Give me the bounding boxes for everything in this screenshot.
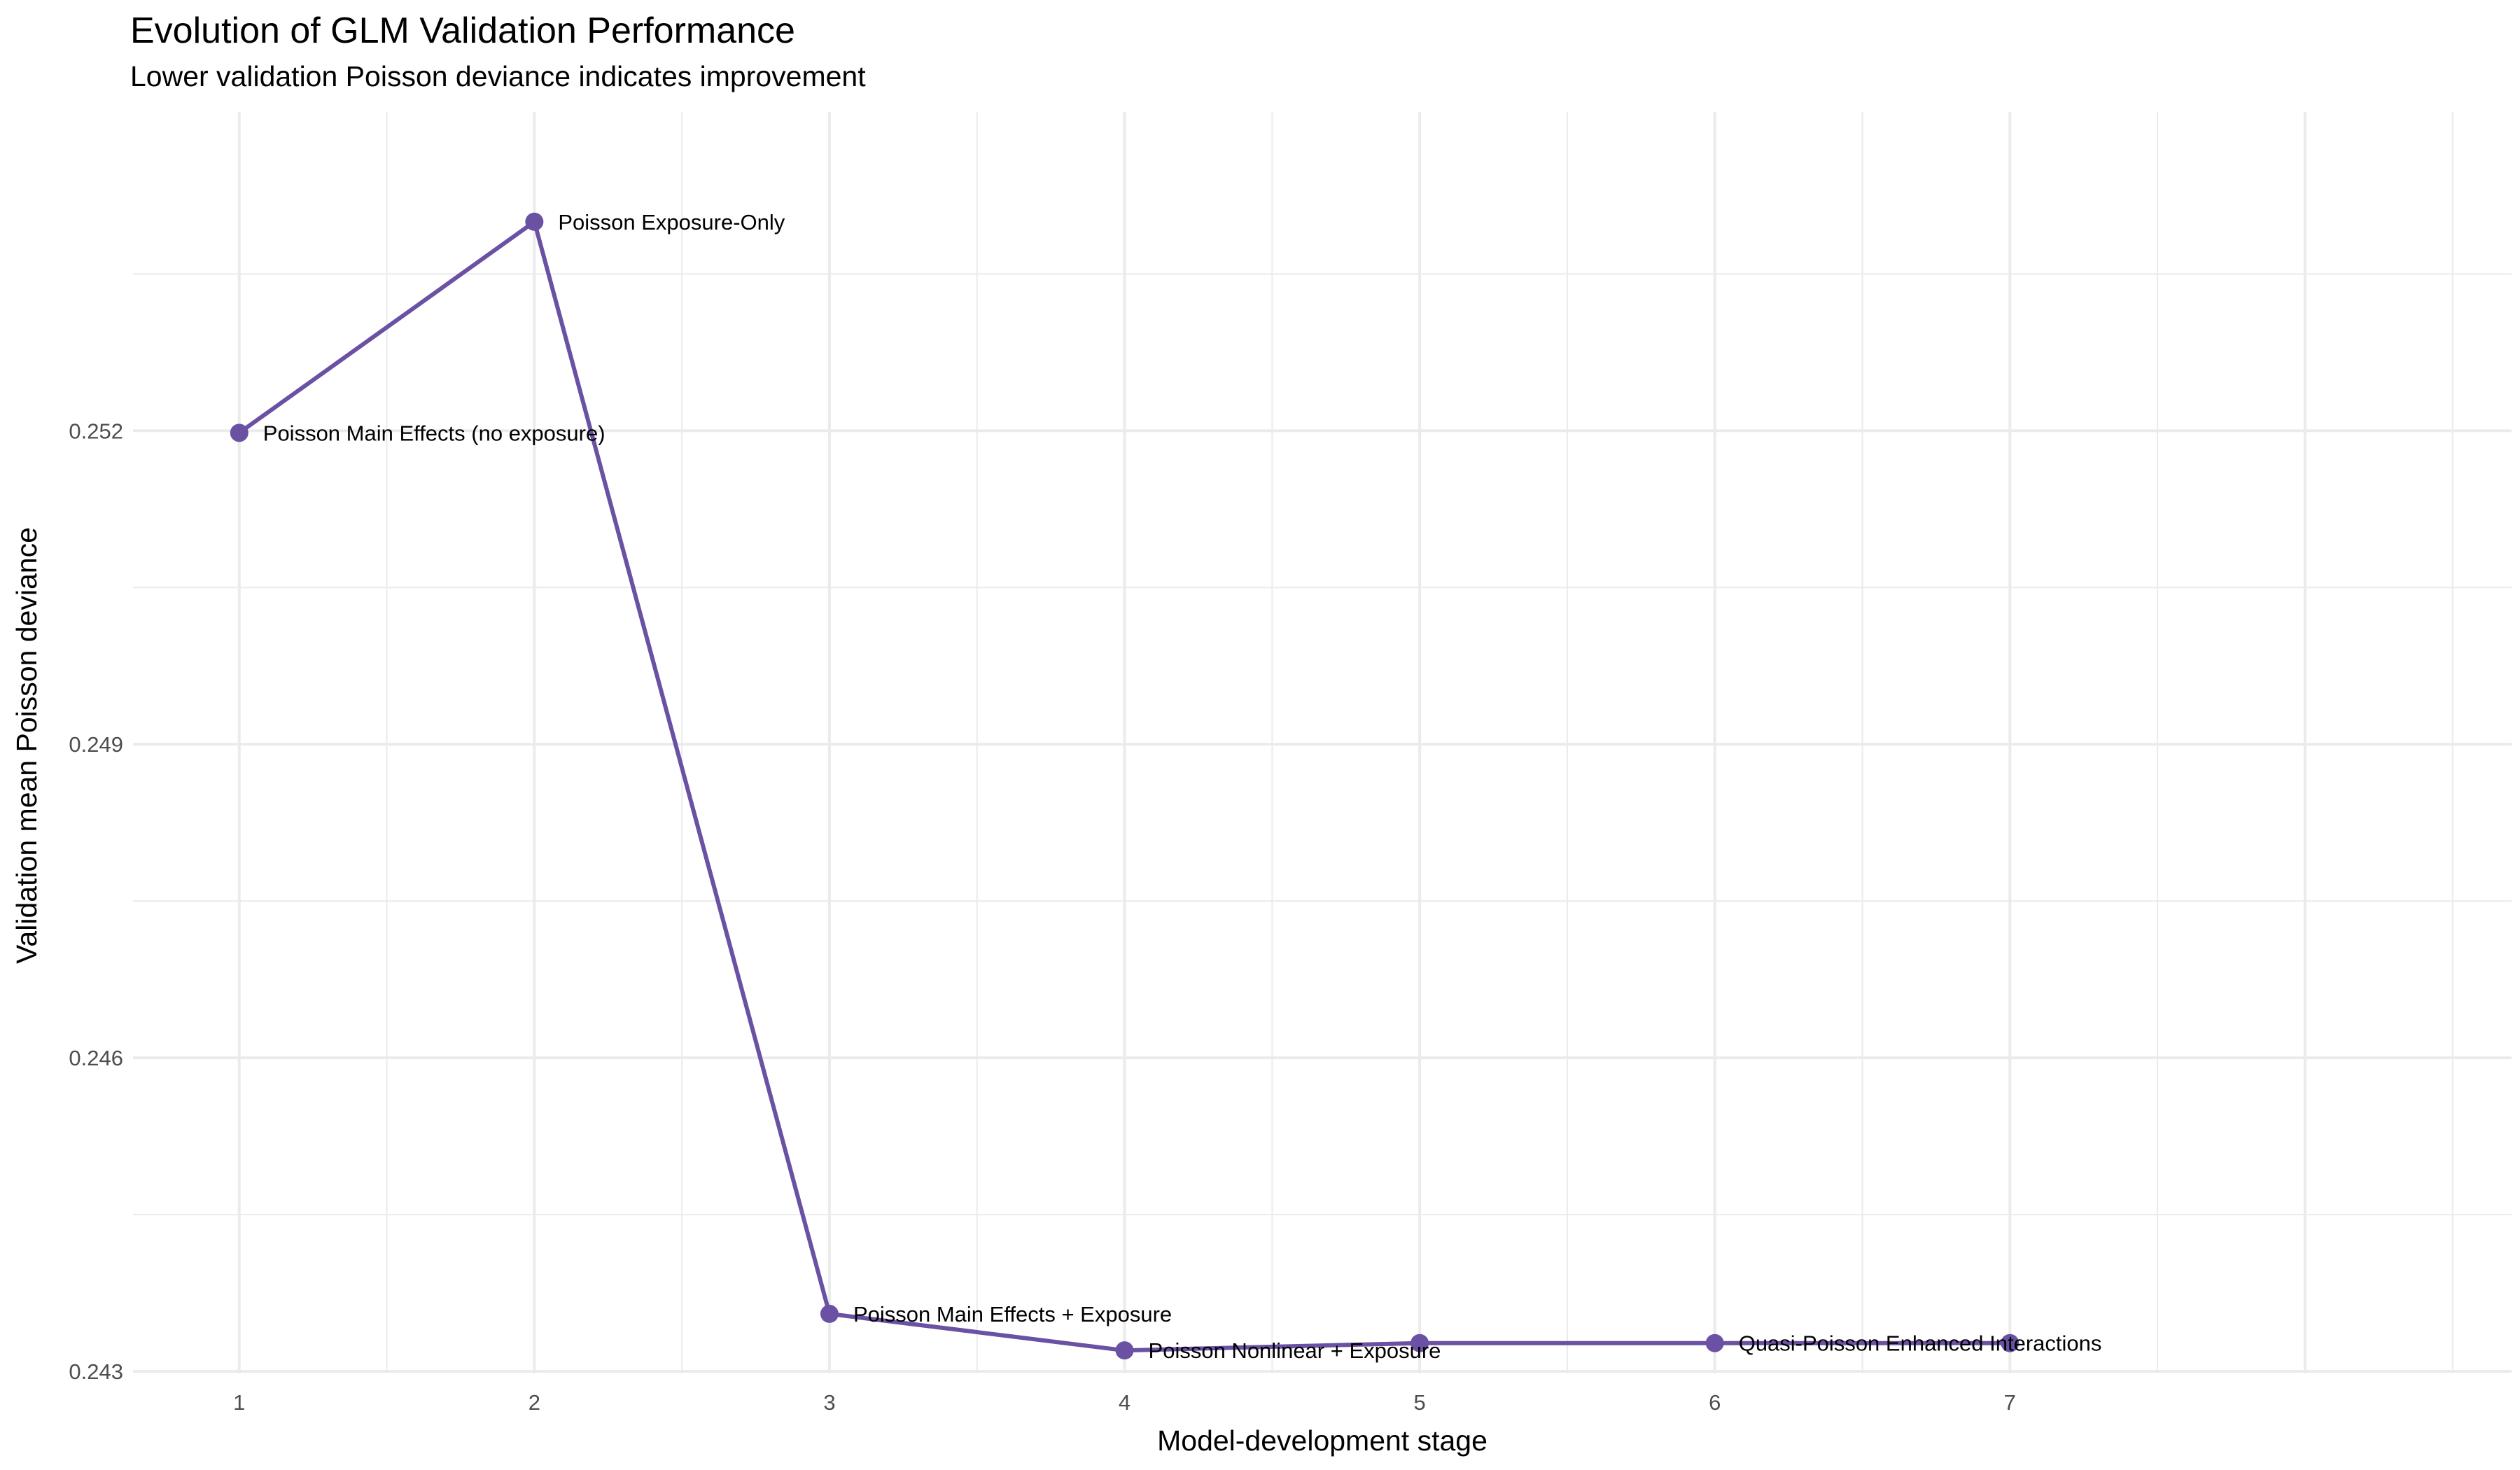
point-labels: Poisson Main Effects (no exposure) Poisso… bbox=[263, 210, 2102, 1363]
point-label: Poisson Main Effects (no exposure) bbox=[263, 421, 606, 445]
x-tick-label: 3 bbox=[823, 1390, 835, 1415]
point-label: Poisson Exposure-Only bbox=[558, 210, 785, 234]
x-tick-label: 6 bbox=[1709, 1390, 1721, 1415]
y-axis-title: Validation mean Poisson deviance bbox=[10, 527, 43, 964]
y-tick-label: 0.252 bbox=[69, 419, 123, 443]
grid bbox=[133, 112, 2512, 1373]
x-tick-label: 5 bbox=[1413, 1390, 1425, 1415]
data-point bbox=[820, 1304, 839, 1323]
point-label: Poisson Nonlinear + Exposure bbox=[1149, 1338, 1441, 1363]
series bbox=[230, 212, 2019, 1360]
data-point bbox=[1705, 1334, 1724, 1352]
point-label: Quasi-Poisson Enhanced Interactions bbox=[1739, 1331, 2102, 1356]
point-label: Poisson Main Effects + Exposure bbox=[853, 1302, 1172, 1326]
y-tick-label: 0.249 bbox=[69, 732, 123, 757]
y-tick-label: 0.243 bbox=[69, 1359, 123, 1384]
data-point bbox=[2001, 1334, 2019, 1352]
x-axis: 1 2 3 4 5 6 7 bbox=[233, 1390, 2016, 1415]
data-point bbox=[1115, 1341, 1134, 1360]
y-tick-label: 0.246 bbox=[69, 1046, 123, 1070]
x-tick-label: 2 bbox=[528, 1390, 540, 1415]
data-point bbox=[525, 212, 544, 231]
data-point bbox=[230, 424, 248, 442]
x-tick-label: 4 bbox=[1119, 1390, 1130, 1415]
y-axis: 0.243 0.246 0.249 0.252 bbox=[69, 419, 123, 1384]
data-point bbox=[1410, 1334, 1429, 1352]
x-tick-label: 7 bbox=[2004, 1390, 2016, 1415]
x-tick-label: 1 bbox=[233, 1390, 245, 1415]
chart-subtitle: Lower validation Poisson deviance indica… bbox=[130, 60, 866, 92]
chart-title: Evolution of GLM Validation Performance bbox=[130, 10, 795, 51]
x-axis-title: Model-development stage bbox=[1157, 1424, 1488, 1457]
